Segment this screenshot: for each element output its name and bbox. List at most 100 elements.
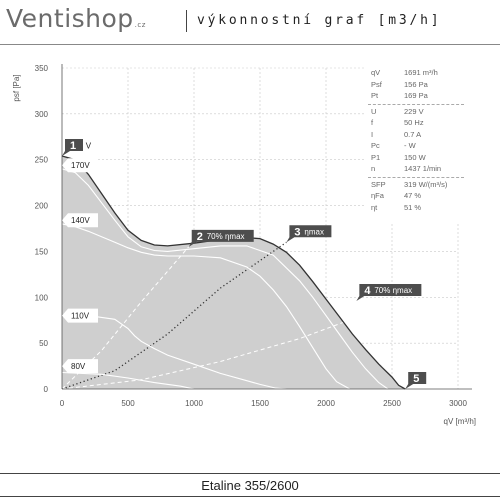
voltage-label-box	[62, 359, 98, 374]
page-title: výkonnostní graf [m3/h]	[197, 13, 442, 28]
info-row: ηt 51 %	[366, 203, 466, 214]
info-value: - W	[404, 141, 416, 150]
max-curve	[61, 155, 406, 390]
info-row: qV 1691 m³/h	[366, 68, 466, 79]
marker: 1	[62, 139, 83, 157]
info-key: Pc	[371, 141, 380, 150]
voltage-label-text: 80V	[71, 362, 86, 371]
marker: 3 ηmax	[286, 225, 332, 243]
voltage-label-text: 110V	[71, 312, 90, 321]
info-row: U 229 V	[366, 107, 466, 118]
header-separator	[186, 10, 187, 32]
system-line	[61, 246, 190, 390]
marker-flag	[286, 225, 332, 243]
marker-number: 1	[70, 140, 76, 152]
x-tick-label: 2500	[383, 399, 401, 408]
y-tick-label: 100	[35, 293, 49, 302]
info-row: Pt 169 Pa	[366, 91, 466, 102]
marker-flag	[405, 372, 427, 389]
x-tick-label: 0	[60, 399, 65, 408]
info-key: U	[371, 106, 377, 116]
info-value: 1691 m³/h	[404, 68, 438, 77]
y-tick-label: 250	[35, 156, 49, 165]
y-tick-label: 150	[35, 247, 49, 256]
model-name: Etaline 355/2600	[201, 478, 299, 493]
y-tick-label: 200	[35, 202, 49, 211]
y-tick-label: 350	[35, 64, 49, 73]
info-key: f	[371, 118, 374, 127]
info-value: 1437 1/min	[404, 164, 442, 173]
info-row: n 1437 1/min	[366, 164, 466, 175]
marker-number: 4	[364, 285, 371, 297]
performance-chart: 0 500 1000 1500 2000 2500 3000 0 50 100 150 200 250 3…	[12, 64, 476, 426]
marker: 2 70% ηmax	[188, 229, 254, 247]
info-key: SFP	[371, 179, 386, 189]
logo-text: Ventishop	[6, 4, 134, 33]
voltage-label-box	[62, 308, 98, 323]
info-row: f 50 Hz	[366, 118, 466, 129]
header-divider	[0, 44, 500, 45]
brand-logo: Ventishop.cz	[6, 4, 146, 33]
info-value: 47 %	[404, 191, 422, 200]
info-value: 156 Pa	[404, 79, 428, 89]
info-row: P1 150 W	[366, 153, 466, 164]
x-tick-label: 1000	[185, 399, 203, 408]
marker-text: 70% ηmax	[207, 232, 245, 241]
info-key: P1	[371, 152, 381, 162]
info-key: ηt	[371, 202, 378, 212]
y-axis-label: psf [Pa]	[12, 74, 21, 101]
info-key: qV	[371, 68, 381, 77]
info-key: I	[371, 129, 374, 139]
voltage-label: 140V	[62, 213, 98, 228]
info-value: 229 V	[404, 106, 424, 116]
marker-flag	[356, 283, 422, 301]
marker-number: 3	[294, 226, 300, 238]
x-axis-label: qV [m³/h]	[444, 417, 476, 426]
info-row: ηFa 47 %	[366, 191, 466, 202]
info-value: 0.7 A	[404, 129, 422, 139]
y-tick-label: 0	[44, 385, 49, 394]
info-key: ηFa	[371, 191, 384, 200]
info-row: Psf 156 Pa	[366, 80, 466, 91]
header: Ventishop.cz výkonnostní graf [m3/h]	[0, 0, 500, 44]
info-value: 51 %	[404, 202, 422, 212]
info-value: 50 Hz	[404, 118, 424, 127]
marker: 5	[405, 372, 427, 389]
info-panel: qV 1691 m³/h Psf 156 Pa Pt 169 Pa U 229 V f 50 Hz…	[366, 64, 466, 224]
y-tick-label: 50	[39, 339, 48, 348]
voltage-label-fragment: V	[86, 142, 92, 151]
x-tick-label: 500	[121, 399, 135, 408]
info-row: I 0.7 A	[366, 130, 466, 141]
x-tick-label: 1500	[251, 399, 269, 408]
voltage-label: 80V	[62, 359, 98, 374]
marker-number: 2	[197, 231, 203, 243]
voltage-label-text: 170V	[71, 161, 90, 170]
footer-divider-top	[0, 473, 500, 474]
x-tick-label: 2000	[317, 399, 335, 408]
voltage-label-box	[62, 213, 98, 228]
voltage-label: 110V	[62, 308, 98, 323]
info-key: Psf	[371, 79, 382, 89]
info-value: 150 W	[404, 152, 426, 162]
footer-divider-bottom	[0, 496, 500, 497]
voltage-label-box	[62, 158, 98, 173]
info-divider	[368, 103, 464, 105]
info-key: n	[371, 164, 376, 173]
marker-number: 5	[413, 373, 419, 385]
marker-text: ηmax	[304, 227, 324, 236]
info-row: Pc - W	[366, 141, 466, 152]
system-line	[61, 241, 287, 390]
marker-flag	[62, 139, 83, 157]
info-key: Pt	[371, 91, 379, 100]
voltage-label-text: 140V	[71, 216, 90, 225]
logo-suffix: .cz	[134, 21, 146, 29]
y-tick-label: 300	[35, 110, 49, 119]
voltage-label: 170V	[62, 158, 98, 173]
info-value: 169 Pa	[404, 91, 428, 100]
speed-curve	[62, 315, 287, 390]
marker-text: 70% ηmax	[374, 286, 412, 295]
info-row: SFP 319 W/(m³/s)	[366, 180, 466, 191]
info-value: 319 W/(m³/s)	[404, 179, 448, 189]
system-line	[61, 317, 357, 390]
speed-curve	[61, 168, 389, 390]
